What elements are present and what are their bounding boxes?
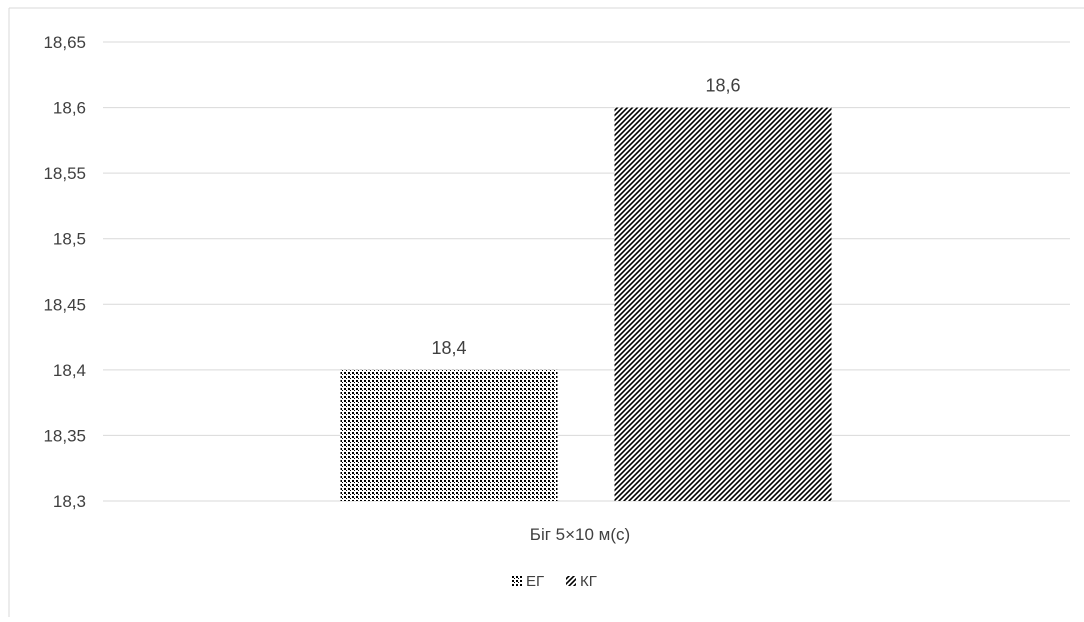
x-category-label: Біг 5×10 м(с) — [530, 525, 630, 544]
legend: ЕГ КГ — [512, 573, 597, 590]
y-tick-label: 18,55 — [43, 164, 86, 183]
legend-swatch-КГ — [566, 576, 576, 586]
data-label: 18,4 — [431, 338, 466, 358]
y-tick-label: 18,6 — [53, 99, 86, 118]
bar-КГ — [614, 107, 832, 502]
y-tick-label: 18,3 — [53, 492, 86, 511]
y-tick-label: 18,4 — [53, 361, 86, 380]
y-tick-label: 18,65 — [43, 33, 86, 52]
legend-label: ЕГ — [526, 573, 544, 590]
y-tick-label: 18,35 — [43, 426, 86, 445]
y-tick-label: 18,45 — [43, 295, 86, 314]
bar-ЕГ — [340, 369, 558, 501]
data-label: 18,6 — [705, 76, 740, 96]
legend-swatch-ЕГ — [512, 576, 522, 586]
y-tick-label: 18,5 — [53, 230, 86, 249]
legend-label: КГ — [580, 573, 597, 590]
